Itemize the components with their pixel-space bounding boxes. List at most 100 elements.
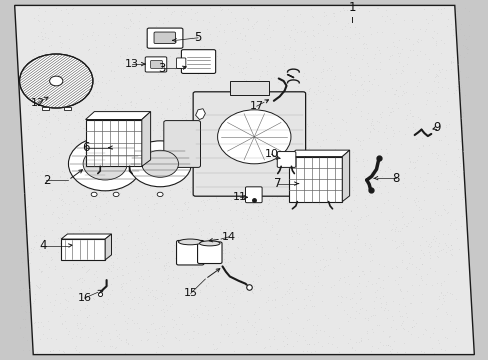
Point: [250, 324, 258, 330]
Point: [395, 59, 403, 64]
Point: [270, 63, 278, 69]
Point: [440, 240, 448, 246]
Point: [304, 123, 311, 129]
Point: [459, 148, 467, 153]
Point: [430, 74, 438, 80]
Point: [416, 273, 424, 279]
Point: [84, 46, 92, 52]
Point: [395, 129, 403, 134]
Point: [304, 237, 312, 243]
Point: [183, 99, 191, 104]
Point: [444, 209, 451, 215]
Point: [323, 262, 331, 267]
Point: [342, 33, 350, 39]
Point: [459, 113, 467, 119]
Point: [98, 328, 106, 334]
Point: [95, 215, 103, 221]
Point: [197, 174, 205, 179]
Point: [208, 256, 216, 262]
Point: [332, 138, 340, 143]
Point: [324, 46, 332, 52]
Point: [348, 188, 356, 193]
Point: [100, 173, 108, 179]
Point: [181, 202, 189, 207]
Point: [375, 59, 383, 64]
Point: [106, 343, 114, 349]
Point: [365, 241, 373, 247]
Point: [368, 312, 376, 318]
Point: [148, 166, 156, 172]
Point: [73, 165, 81, 171]
Point: [212, 165, 220, 170]
Point: [302, 189, 310, 195]
Point: [102, 81, 109, 86]
Point: [60, 238, 67, 243]
Point: [56, 285, 64, 291]
Point: [281, 334, 288, 339]
Point: [391, 263, 399, 269]
Point: [127, 119, 135, 125]
Point: [139, 175, 147, 181]
Point: [212, 198, 220, 204]
Point: [58, 254, 65, 260]
Point: [63, 211, 71, 217]
Point: [126, 132, 134, 138]
Point: [355, 216, 363, 222]
Point: [141, 193, 149, 199]
Point: [353, 204, 361, 210]
Point: [301, 286, 308, 292]
Point: [294, 159, 302, 165]
Point: [317, 343, 325, 349]
Point: [302, 221, 310, 226]
Point: [51, 266, 59, 272]
Point: [204, 329, 212, 334]
Point: [85, 46, 93, 52]
Point: [347, 254, 355, 260]
Point: [417, 234, 425, 240]
Point: [248, 180, 256, 186]
Point: [76, 334, 84, 340]
Point: [132, 100, 140, 105]
Point: [332, 245, 340, 251]
Point: [126, 98, 134, 104]
Point: [339, 274, 347, 280]
Point: [85, 198, 93, 204]
Point: [184, 69, 192, 75]
Point: [27, 116, 35, 122]
Point: [228, 28, 236, 34]
Point: [225, 123, 233, 129]
Point: [237, 116, 244, 121]
Point: [224, 331, 232, 337]
Point: [247, 288, 255, 294]
Point: [82, 203, 90, 209]
Point: [439, 152, 447, 157]
Point: [63, 229, 71, 235]
Point: [221, 258, 228, 264]
Point: [307, 136, 315, 141]
Point: [86, 325, 94, 330]
Point: [268, 297, 276, 303]
Point: [192, 306, 200, 312]
Point: [72, 236, 80, 242]
Point: [432, 185, 440, 190]
Point: [182, 136, 190, 142]
Point: [25, 347, 33, 353]
Point: [421, 177, 429, 183]
Point: [156, 133, 163, 139]
Text: 17: 17: [249, 101, 263, 111]
Point: [265, 315, 273, 321]
Point: [408, 41, 416, 47]
Point: [168, 198, 176, 204]
Point: [281, 291, 288, 297]
Point: [335, 257, 343, 263]
Point: [387, 237, 395, 243]
Point: [78, 162, 85, 167]
Point: [95, 184, 103, 189]
Point: [452, 8, 460, 14]
Point: [118, 283, 125, 289]
Point: [384, 342, 391, 347]
Point: [461, 92, 468, 98]
Point: [40, 36, 47, 42]
Point: [224, 189, 232, 195]
Point: [365, 135, 372, 141]
